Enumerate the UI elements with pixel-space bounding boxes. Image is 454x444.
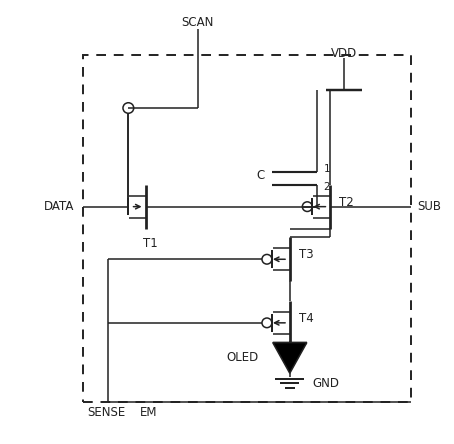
- Text: VDD: VDD: [331, 47, 357, 59]
- Text: OLED: OLED: [226, 351, 258, 365]
- Text: T3: T3: [299, 248, 313, 262]
- Text: 1: 1: [323, 164, 330, 174]
- Text: SCAN: SCAN: [182, 16, 214, 29]
- Text: T2: T2: [339, 196, 354, 209]
- Text: EM: EM: [140, 406, 157, 419]
- Polygon shape: [273, 343, 307, 373]
- Text: T4: T4: [299, 312, 314, 325]
- Text: GND: GND: [312, 377, 339, 390]
- Text: T1: T1: [143, 238, 158, 250]
- Text: SENSE: SENSE: [87, 406, 125, 419]
- Text: DATA: DATA: [44, 200, 74, 213]
- Text: 2: 2: [323, 182, 330, 192]
- Text: C: C: [257, 170, 265, 182]
- Text: SUB: SUB: [418, 200, 442, 213]
